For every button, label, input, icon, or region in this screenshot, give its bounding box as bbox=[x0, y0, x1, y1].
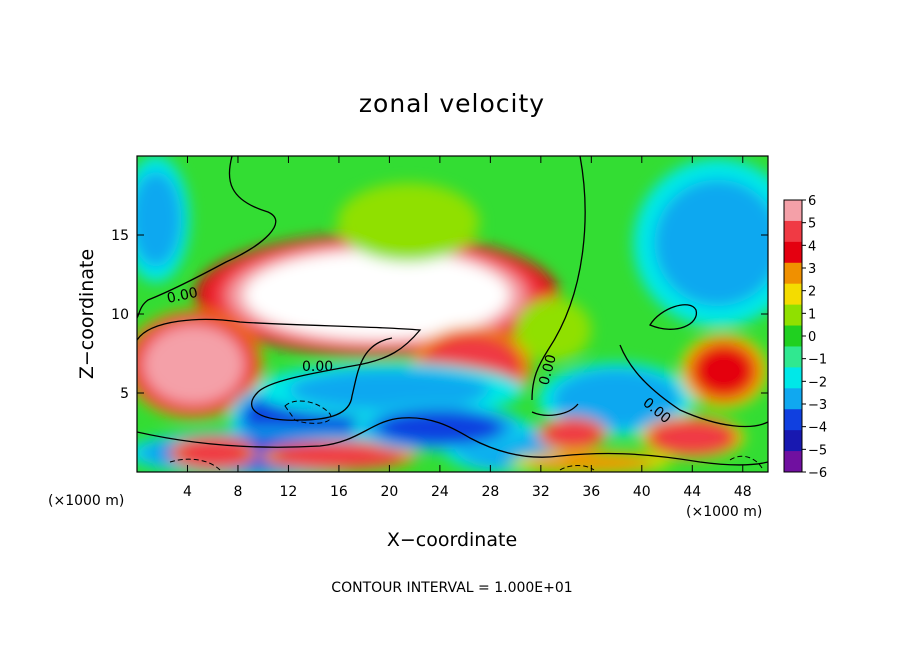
field-blob bbox=[559, 372, 674, 427]
field-blob bbox=[654, 421, 731, 454]
x-tick-label: 24 bbox=[431, 484, 449, 500]
field-blob bbox=[528, 453, 655, 472]
y-tick-label: 15 bbox=[111, 228, 129, 244]
x-tick-label: 32 bbox=[532, 484, 550, 500]
colorbar-label: 6 bbox=[808, 194, 816, 209]
colorbar-label: −6 bbox=[808, 466, 827, 481]
colorbar: 6 5 4 3 2 1 0 −1 −2 −3 −4 −5 −6 bbox=[783, 194, 827, 481]
colorbar-swatch bbox=[784, 346, 802, 368]
colorbar-swatch bbox=[784, 262, 802, 285]
contour-label: 0.00 bbox=[166, 285, 200, 307]
colorbar-swatch bbox=[784, 283, 802, 306]
colorbar-label: 4 bbox=[808, 239, 816, 254]
colorbar-label: 1 bbox=[808, 307, 816, 322]
field-blob bbox=[515, 298, 592, 362]
colorbar-swatch bbox=[784, 430, 802, 452]
colorbar-swatch bbox=[784, 388, 802, 410]
field-blob bbox=[654, 179, 768, 307]
colorbar-swatch bbox=[784, 241, 802, 264]
field-blob bbox=[282, 445, 396, 468]
x-tick-label: 28 bbox=[481, 484, 499, 500]
x-axis-unit-right: (×1000 m) bbox=[686, 504, 762, 520]
field-blob bbox=[137, 171, 182, 267]
contour-labels: 0.00 0.00 0.00 0.00 bbox=[166, 285, 674, 427]
contour-lines bbox=[137, 156, 768, 471]
y-tick-label: 10 bbox=[111, 307, 129, 323]
colorbar-label: 3 bbox=[808, 262, 816, 277]
field-blob bbox=[692, 344, 756, 398]
x-tick-label: 8 bbox=[233, 484, 242, 500]
colorbar-swatch bbox=[784, 451, 802, 473]
x-tick-label: 44 bbox=[683, 484, 701, 500]
colorbar-swatch bbox=[784, 367, 802, 389]
field-blob bbox=[376, 410, 503, 446]
colorbar-swatch bbox=[784, 409, 802, 431]
chart-title: zonal velocity bbox=[359, 89, 545, 118]
colorbar-label: 5 bbox=[808, 217, 816, 232]
colorbar-label: −5 bbox=[808, 443, 827, 458]
y-tick-label: 5 bbox=[120, 386, 129, 402]
x-axis-label: X−coordinate bbox=[387, 529, 517, 551]
plot-area: 0.00 0.00 0.00 0.00 bbox=[137, 156, 768, 472]
contour-label: 0.00 bbox=[536, 353, 560, 387]
x-axis: 4 8 12 16 20 24 28 32 36 40 44 48 bbox=[183, 156, 752, 500]
y-axis: 5 10 15 bbox=[111, 228, 768, 402]
colorbar-label: 0 bbox=[808, 330, 816, 345]
field-blob bbox=[547, 421, 598, 447]
x-tick-label: 36 bbox=[582, 484, 600, 500]
x-axis-unit-left: (×1000 m) bbox=[48, 493, 124, 509]
x-tick-label: 48 bbox=[734, 484, 752, 500]
colorbar-label: −3 bbox=[808, 398, 827, 413]
field-blob bbox=[143, 325, 245, 405]
x-tick-label: 4 bbox=[183, 484, 192, 500]
colorbar-label: −2 bbox=[808, 375, 827, 390]
x-tick-label: 20 bbox=[380, 484, 398, 500]
field-blob-core bbox=[284, 268, 470, 322]
colorbar-label: 2 bbox=[808, 285, 816, 300]
colorbar-label: −1 bbox=[808, 353, 827, 368]
x-tick-label: 40 bbox=[633, 484, 651, 500]
contour-interval-note: CONTOUR INTERVAL = 1.000E+01 bbox=[331, 580, 572, 596]
contour-label: 0.00 bbox=[302, 359, 333, 375]
colorbar-swatch bbox=[784, 220, 802, 243]
colorbar-swatch bbox=[784, 200, 802, 222]
velocity-field bbox=[137, 156, 768, 472]
x-tick-label: 16 bbox=[330, 484, 348, 500]
colorbar-swatch bbox=[784, 304, 802, 327]
x-tick-label: 12 bbox=[280, 484, 298, 500]
field-blob bbox=[288, 369, 491, 411]
field-blob bbox=[351, 190, 466, 254]
colorbar-label: −4 bbox=[808, 421, 827, 436]
colorbar-swatch bbox=[784, 325, 802, 347]
y-axis-label: Z−coordinate bbox=[76, 249, 98, 379]
